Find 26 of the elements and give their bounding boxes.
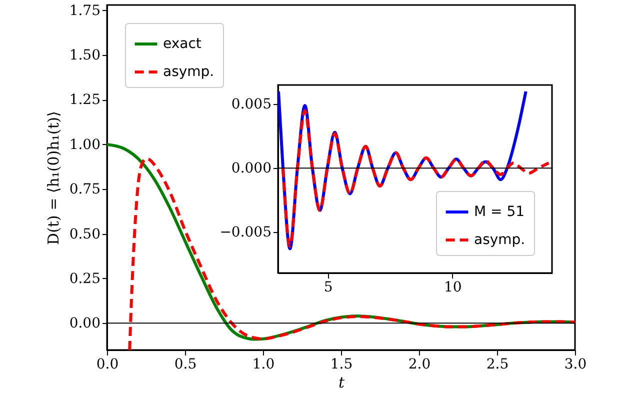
y-tick-label: 1.75 [69, 2, 100, 19]
y-tick-label: 0.25 [69, 270, 100, 287]
x-tick-label: 2.0 [408, 356, 431, 372]
x-tick-label: 0.5 [174, 356, 197, 372]
y-tick-label: 0.50 [69, 226, 100, 242]
x-tick-label: 2.5 [486, 356, 509, 372]
y-tick-label: 0.000 [231, 160, 272, 177]
x-tick-label: 5 [324, 280, 333, 296]
y-axis-title: D(t) = ⟨h₁(0)h₁(t)⟩ [44, 111, 62, 245]
x-tick-label: 0.0 [96, 356, 119, 372]
x-tick-label: 1.0 [252, 356, 275, 372]
y-tick-label: 0.75 [69, 182, 100, 198]
y-tick-label: 1.00 [69, 136, 100, 153]
y-tick-label: 0.005 [231, 96, 272, 113]
y-tick-label: 1.25 [69, 92, 100, 108]
x-axis-title: t [338, 374, 346, 392]
legend-label: asymp. [474, 232, 526, 248]
x-tick-label: 3.0 [564, 356, 587, 372]
y-tick-label: 1.50 [69, 48, 100, 64]
legend-label: M = 51 [474, 204, 525, 220]
y-tick-label: −0.005 [220, 224, 272, 241]
legend-label: exact [163, 36, 202, 52]
legend-label: asymp. [163, 64, 214, 80]
y-tick-label: 0.00 [69, 316, 100, 332]
x-tick-label: 1.5 [330, 356, 353, 372]
x-tick-label: 10 [444, 280, 462, 296]
